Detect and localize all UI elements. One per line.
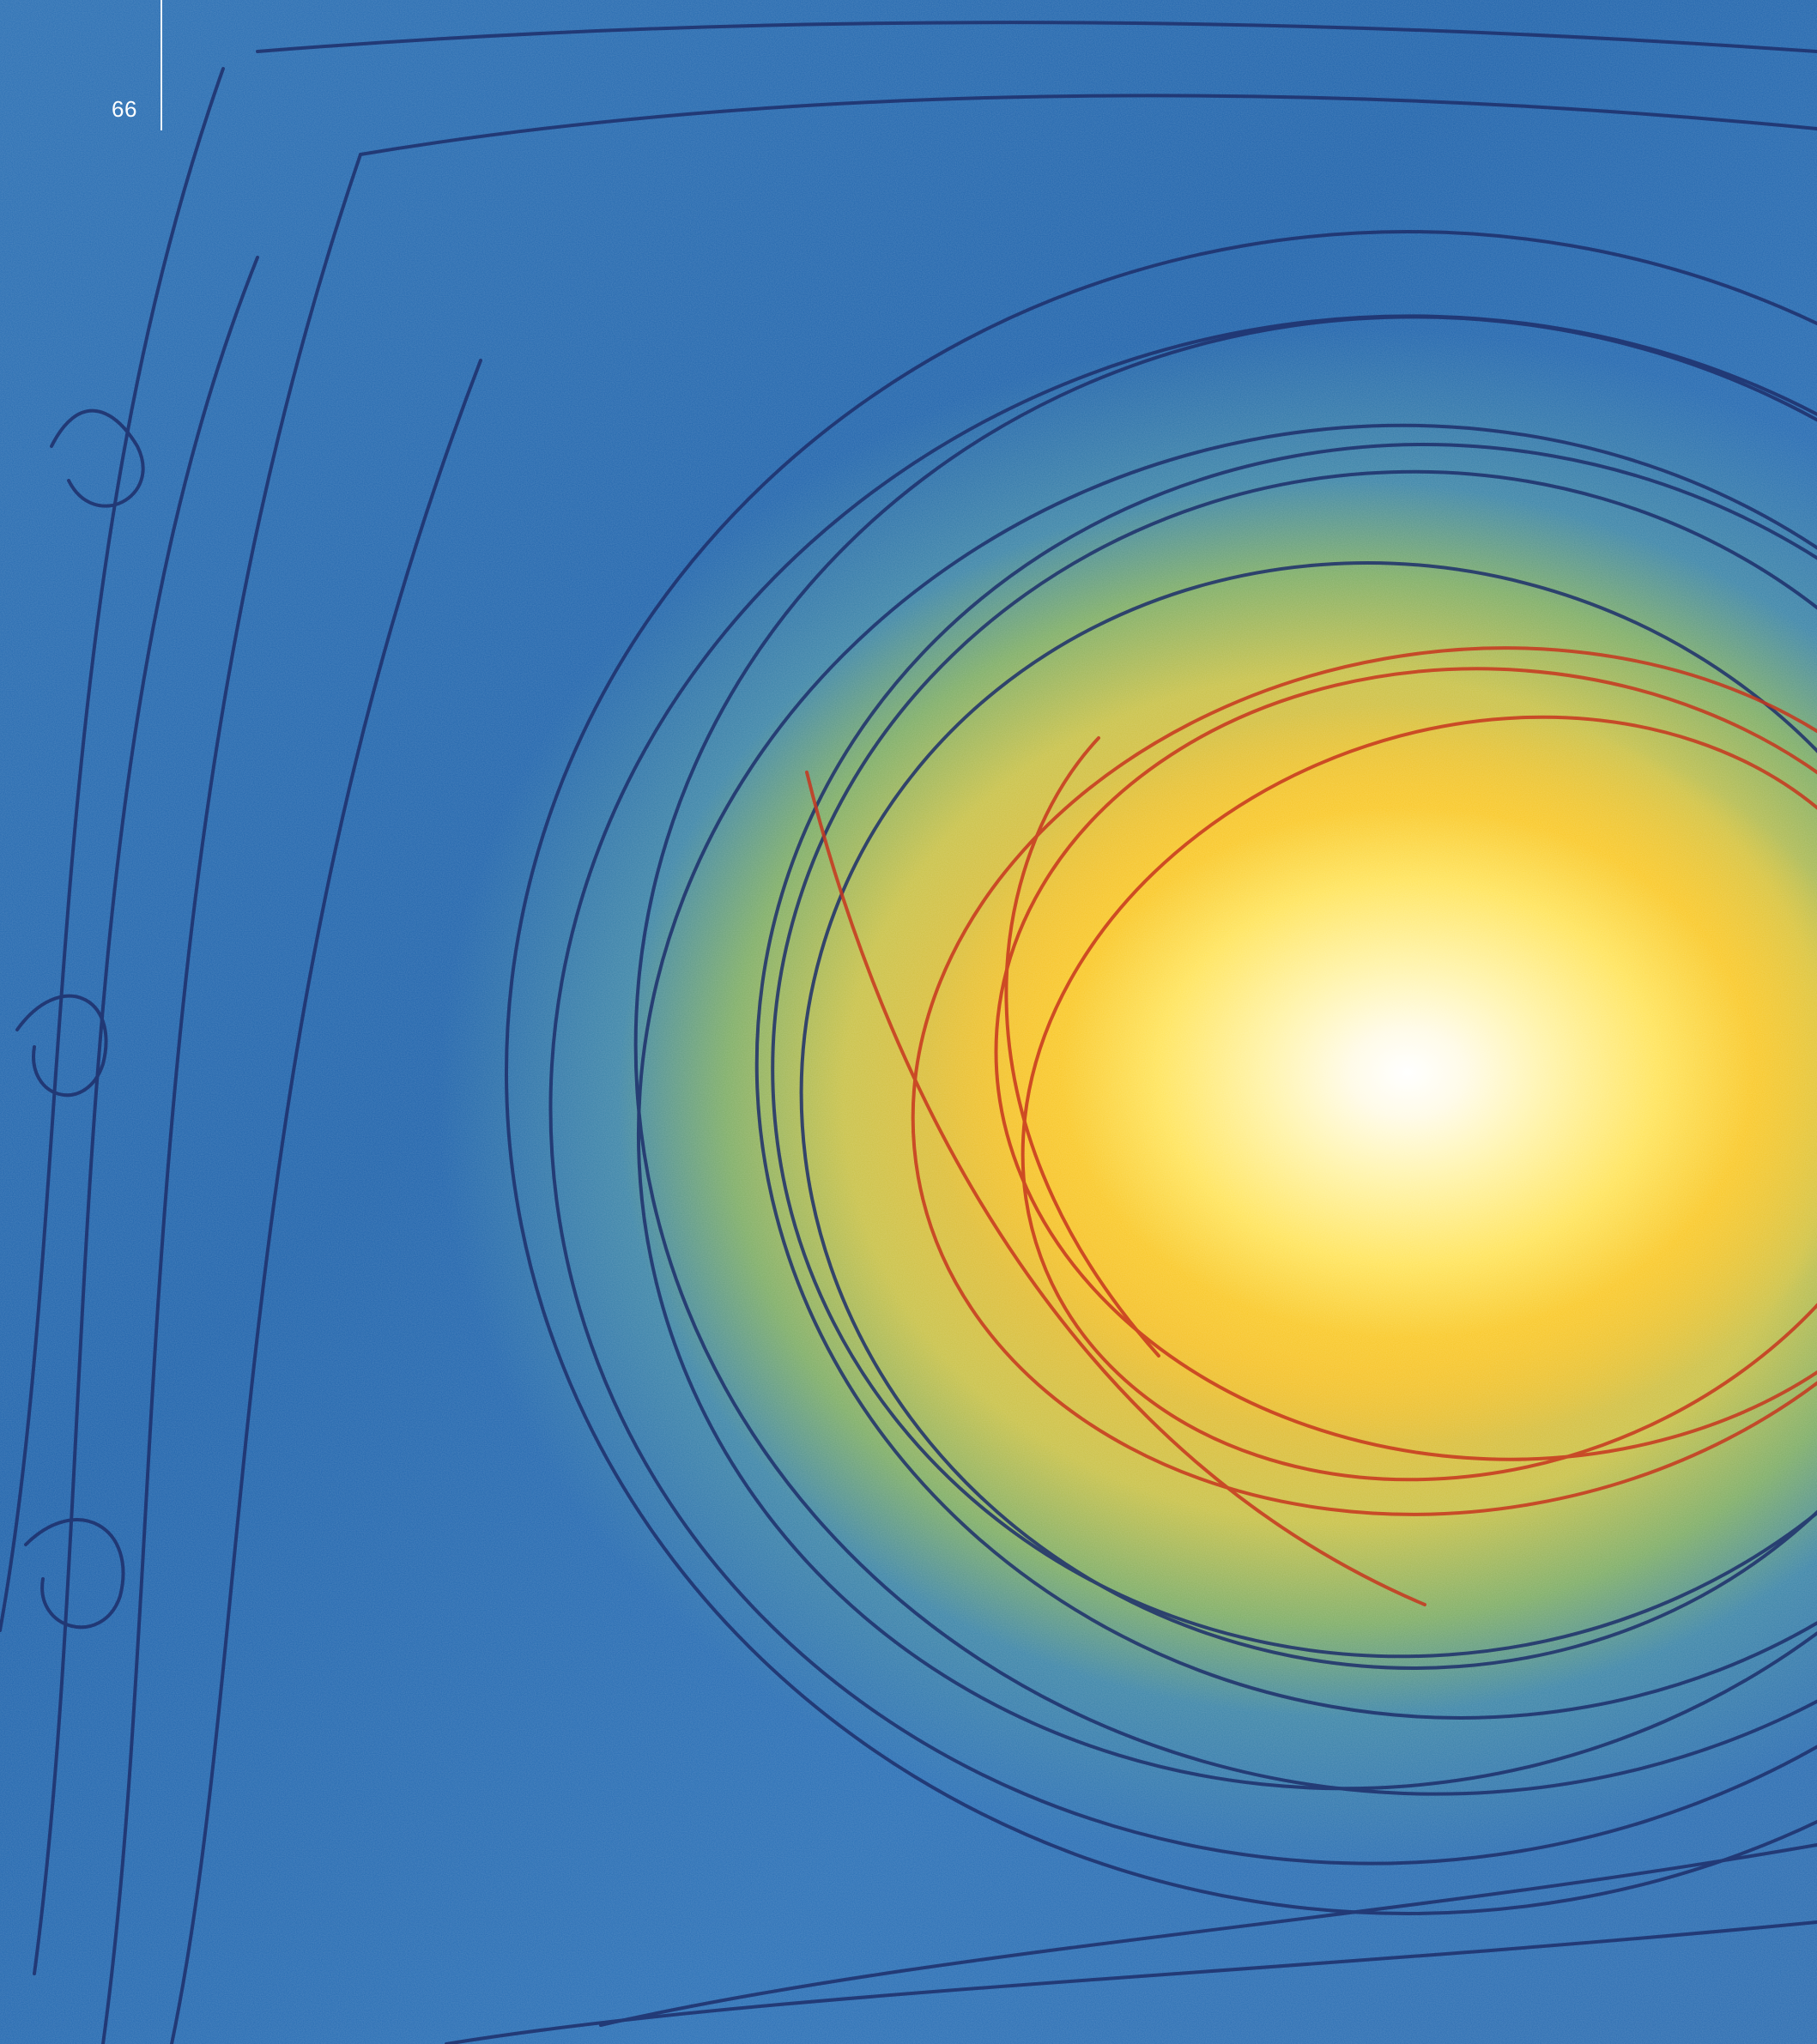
red-strokes (805, 646, 1817, 1606)
folio-rule (161, 0, 162, 130)
navy-strokes (0, 21, 1817, 2044)
page-number: 66 (112, 96, 137, 122)
